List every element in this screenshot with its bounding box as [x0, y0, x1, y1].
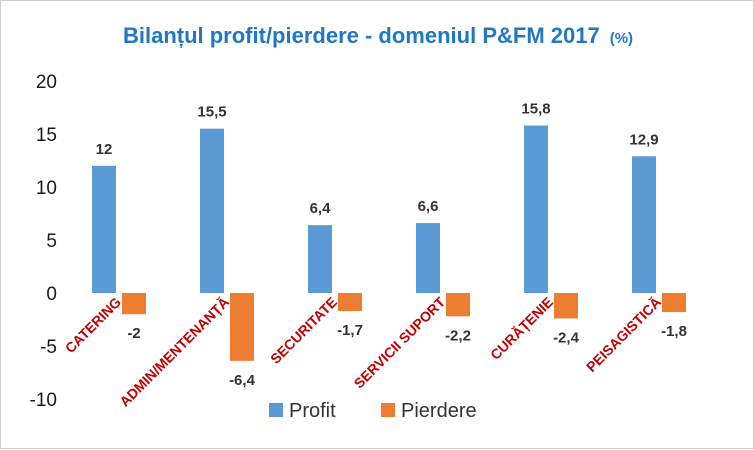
data-label-profit: 12	[96, 141, 113, 158]
bar-pierdere	[446, 293, 470, 317]
bar-profit	[308, 225, 332, 293]
data-label-pierdere: -2	[127, 325, 140, 342]
bar-pierdere	[338, 293, 362, 312]
category-label: CURĂȚENIE	[487, 294, 556, 363]
data-label-profit: 6,6	[418, 198, 439, 215]
data-label-pierdere: -2,2	[445, 327, 471, 344]
category-label: CATERING	[62, 294, 124, 356]
y-tick-label: 20	[36, 72, 57, 93]
legend-label-pierdere: Pierdere	[401, 400, 477, 422]
data-label-profit: 12,9	[629, 131, 658, 148]
bar-profit	[632, 156, 656, 293]
legend: Profit Pierdere	[269, 400, 477, 422]
y-tick-label: 0	[46, 284, 57, 305]
y-tick-label: 15	[36, 125, 57, 146]
legend-swatch-pierdere	[381, 403, 395, 417]
category-label: SERVICII SUPORT	[351, 293, 449, 391]
chart-title-main: Bilanțul profit/pierdere - domeniul P&FM…	[123, 23, 600, 48]
y-tick-label: 10	[36, 178, 57, 199]
data-label-pierdere: -1,7	[337, 322, 363, 339]
data-label-pierdere: -6,4	[229, 372, 256, 389]
bar-pierdere	[122, 293, 146, 315]
data-labels: 12 -2 15,5 -6,4 6,4 -1,7 6,6 -2,2 15,8 -2,4 12,9 -1…	[96, 101, 687, 389]
y-axis: 20 15 10 5 0 -5 -10	[30, 72, 57, 411]
data-label-profit: 15,8	[521, 101, 550, 118]
bar-profit	[92, 165, 116, 293]
bar-profit	[524, 125, 548, 294]
data-label-pierdere: -1,8	[661, 323, 687, 340]
bars	[92, 125, 686, 361]
legend-swatch-profit	[269, 403, 283, 417]
data-label-pierdere: -2,4	[553, 329, 580, 346]
data-label-profit: 6,4	[310, 200, 332, 217]
bar-pierdere	[554, 293, 578, 319]
bar-profit	[416, 223, 440, 293]
legend-label-profit: Profit	[289, 400, 336, 422]
y-tick-label: -10	[30, 390, 57, 411]
bar-pierdere	[230, 293, 254, 361]
y-tick-label: -5	[40, 337, 57, 358]
data-label-profit: 15,5	[197, 104, 226, 121]
category-label: PEISAGISTICĂ	[583, 294, 664, 375]
chart-title-unit: (%)	[610, 30, 633, 47]
bar-pierdere	[662, 293, 686, 313]
bar-profit	[200, 128, 224, 293]
y-tick-label: 5	[46, 231, 57, 252]
category-label: SECURITATE	[267, 294, 340, 367]
chart-title: Bilanțul profit/pierdere - domeniul P&FM…	[123, 23, 633, 48]
